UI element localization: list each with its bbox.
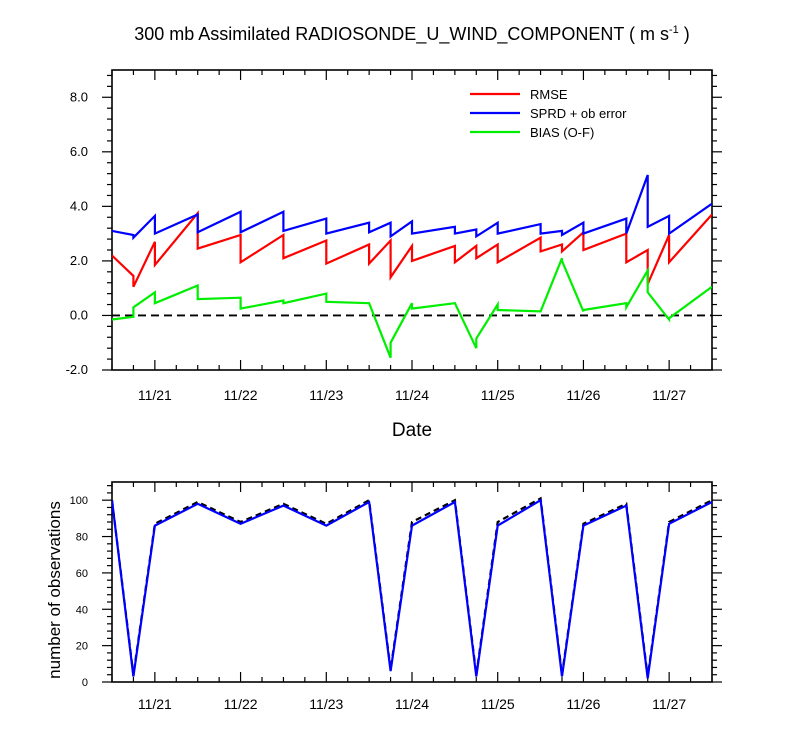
p1-y-axis-label: number of observations xyxy=(45,501,64,679)
p1-x-tick-label: 11/25 xyxy=(481,696,515,712)
chart-title-end: ) xyxy=(679,24,690,44)
p0-x-tick-label: 11/26 xyxy=(566,387,600,403)
p1-x-tick-label: 11/27 xyxy=(652,696,686,712)
p0-x-tick-label: 11/23 xyxy=(309,387,343,403)
p1-x-tick-label: 11/24 xyxy=(395,696,429,712)
p1-y-tick-label: 0 xyxy=(82,677,88,689)
p0-legend-label-0: RMSE xyxy=(530,87,568,102)
p0-series-line-0 xyxy=(112,210,712,288)
p0-y-tick-label: 0.0 xyxy=(70,307,88,322)
p0-y-tick-label: 8.0 xyxy=(70,89,88,104)
p1-series-line-1 xyxy=(112,498,712,679)
p1-x-tick-label: 11/21 xyxy=(138,696,172,712)
p0-y-tick-label: 4.0 xyxy=(70,198,88,213)
p0-y-tick-label: 6.0 xyxy=(70,144,88,159)
p0-x-tick-label: 11/27 xyxy=(652,387,686,403)
p1-y-tick-label: 100 xyxy=(70,495,88,507)
lower-panel: 11/21 11/22 11/23 11/24 11/25 11/26 11/27 0 20 40… xyxy=(45,481,722,712)
p1-y-tick-label: 40 xyxy=(76,604,88,616)
p0-y-tick-label: -2.0 xyxy=(66,362,88,377)
upper-panel: 11/21 11/22 11/23 11/24 11/25 11/26 11/27 -2.0 0… xyxy=(66,69,722,441)
p1-y-tick-label: 20 xyxy=(76,641,88,653)
p1-y-tick-label: 80 xyxy=(76,532,88,544)
p1-y-tick-label: 60 xyxy=(76,568,88,580)
p0-x-tick-label: 11/25 xyxy=(481,387,515,403)
p0-x-tick-label: 11/21 xyxy=(138,387,172,403)
p1-series-line-0 xyxy=(112,496,712,677)
p1-x-tick-label: 11/22 xyxy=(224,696,258,712)
p0-x-tick-label: 11/24 xyxy=(395,387,429,403)
p0-x-tick-label: 11/22 xyxy=(224,387,258,403)
p1-x-tick-label: 11/26 xyxy=(566,696,600,712)
p1-x-tick-label: 11/23 xyxy=(309,696,343,712)
p0-x-axis-label: Date xyxy=(392,420,432,441)
p0-series-line-2 xyxy=(112,257,712,359)
chart-title: 300 mb Assimilated RADIOSONDE_U_WIND_COM… xyxy=(134,24,690,45)
p0-legend-label-1: SPRD + ob error xyxy=(530,106,627,121)
chart-title-superscript: -1 xyxy=(669,24,679,36)
p0-series-line-1 xyxy=(112,174,712,241)
p0-y-tick-label: 2.0 xyxy=(70,253,88,268)
chart-title-main: 300 mb Assimilated RADIOSONDE_U_WIND_COM… xyxy=(134,24,669,45)
p0-legend-label-2: BIAS (O-F) xyxy=(530,125,594,140)
p1-frame xyxy=(111,481,713,683)
